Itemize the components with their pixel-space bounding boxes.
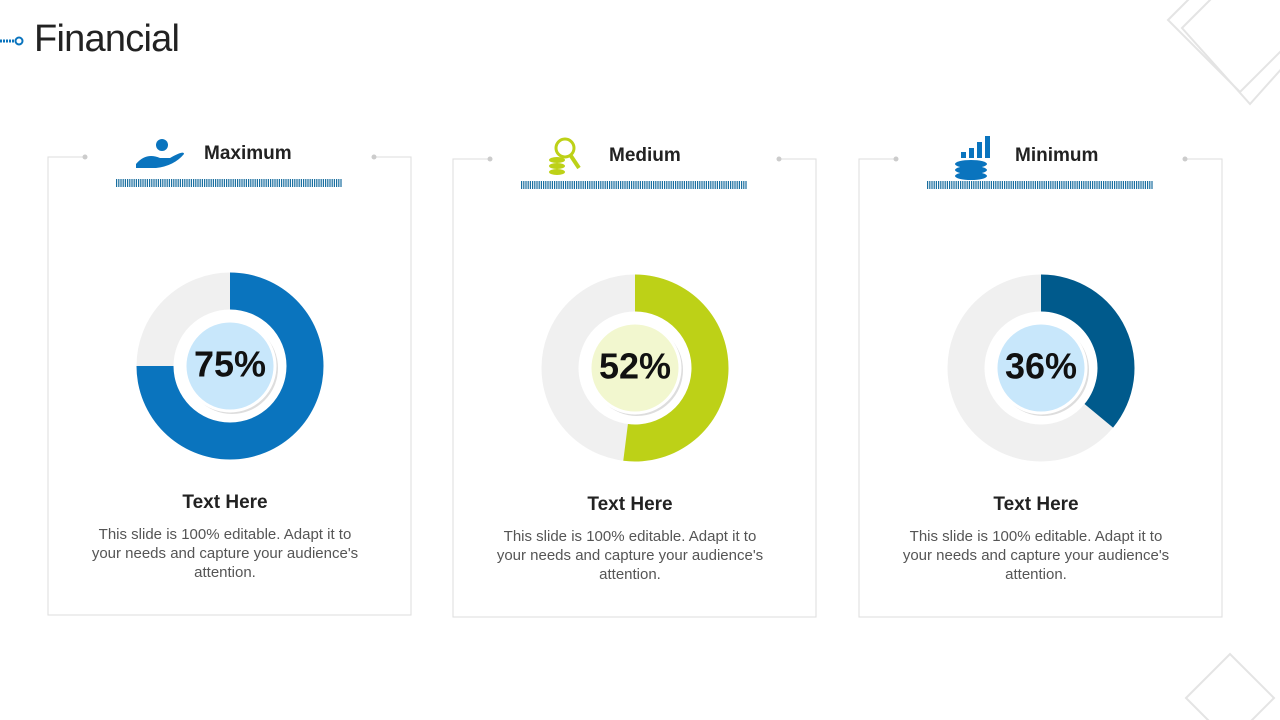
card: Minimum 36% Text Here: [858, 136, 1223, 618]
card-description: This slide is 100% editable. Adapt it to…: [91, 526, 359, 581]
title-dot: [14, 36, 24, 46]
icon: [985, 136, 990, 158]
card: Maximum 75% Text Here: [47, 139, 412, 616]
icon: [955, 172, 987, 180]
inner-circle: [588, 321, 682, 415]
card-title: Minimum: [1015, 145, 1098, 166]
icon: [156, 139, 168, 151]
card-dot: [776, 156, 782, 162]
value-label: 52%: [599, 346, 671, 387]
donut-segment: [623, 274, 729, 462]
donut-segment: [1041, 274, 1135, 428]
card-description: This slide is 100% editable. Adapt it to…: [496, 528, 764, 583]
icon: [955, 160, 987, 168]
icon: [549, 163, 565, 169]
card: Medium 52% Text Here: [452, 137, 817, 618]
card-border: [47, 156, 412, 616]
value-label: 36%: [1005, 346, 1077, 387]
card-border: [858, 158, 1223, 618]
icon: [549, 157, 565, 163]
card-heading: Text Here: [182, 492, 267, 513]
icon: [977, 142, 982, 158]
card-dot: [487, 156, 493, 162]
icon: [955, 166, 987, 174]
icon: [569, 154, 581, 170]
card-description: This slide is 100% editable. Adapt it to…: [902, 528, 1170, 583]
page-title: Financial: [34, 18, 180, 60]
card-dot: [1182, 156, 1188, 162]
value-label: 75%: [194, 344, 266, 385]
card-title: Maximum: [204, 143, 292, 164]
card-dot: [371, 154, 377, 160]
icon: [961, 152, 966, 158]
card-heading: Text Here: [587, 494, 672, 515]
icon: [554, 137, 576, 159]
icon: [549, 169, 565, 175]
donut-segment: [136, 272, 324, 460]
card-title: Medium: [609, 145, 681, 166]
icon: [969, 148, 974, 158]
card-dot: [893, 156, 899, 162]
inner-circle: [994, 321, 1088, 415]
icon: [136, 152, 184, 168]
card-dot: [82, 154, 88, 160]
decoration: [1166, 0, 1280, 720]
card-border: [452, 158, 817, 618]
card-heading: Text Here: [993, 494, 1078, 515]
inner-circle: [183, 319, 277, 413]
